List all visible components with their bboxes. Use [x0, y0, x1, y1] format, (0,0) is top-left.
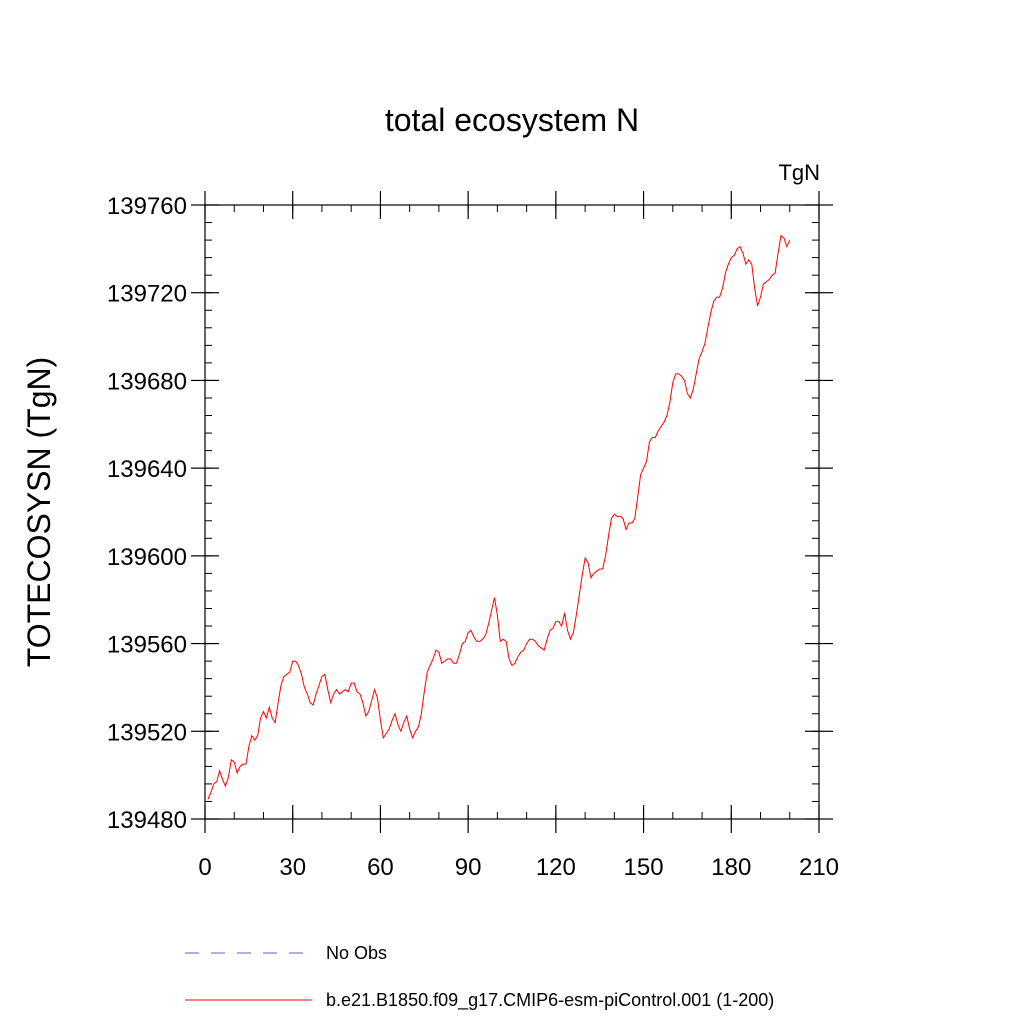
series-line-1 — [207, 234, 791, 800]
y-tick-label: 139520 — [107, 719, 187, 746]
legend-label-model: b.e21.B1850.f09_g17.CMIP6-esm-piControl.… — [326, 990, 774, 1011]
y-tick-label: 139600 — [107, 544, 187, 571]
x-tick-label: 0 — [198, 854, 211, 881]
x-tick-label: 90 — [455, 854, 482, 881]
x-tick-label: 150 — [624, 854, 664, 881]
y-axis-label: TOTECOSYSN (TgN) — [21, 357, 57, 668]
y-tick-label: 139480 — [107, 807, 187, 834]
x-tick-label: 180 — [711, 854, 751, 881]
series-group — [207, 234, 791, 800]
x-tick-label: 120 — [536, 854, 576, 881]
axis-ticks — [191, 191, 833, 833]
y-tick-label: 139720 — [107, 281, 187, 308]
y-tick-label: 139680 — [107, 368, 187, 395]
x-tick-label: 60 — [367, 854, 394, 881]
x-tick-labels: 0 30 60 90 120 150 180 210 — [198, 854, 839, 881]
x-tick-label: 30 — [279, 854, 306, 881]
units-label: TgN — [778, 160, 820, 185]
y-tick-labels: 139480 139520 139560 139600 139640 139680 1397… — [107, 193, 187, 834]
chart-title: total ecosystem N — [385, 102, 639, 138]
legend-label-no-obs: No Obs — [326, 943, 387, 963]
y-tick-label: 139640 — [107, 456, 187, 483]
legend: No Obs b.e21.B1850.f09_g17.CMIP6-esm-piC… — [185, 943, 774, 1011]
y-tick-label: 139560 — [107, 632, 187, 659]
plot-frame — [204, 204, 820, 820]
y-tick-label: 139760 — [107, 193, 187, 220]
x-tick-label: 210 — [799, 854, 839, 881]
